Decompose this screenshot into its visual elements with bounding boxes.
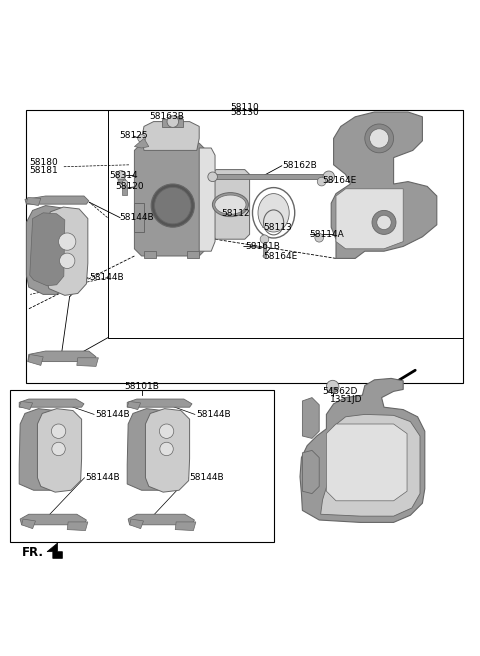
Polygon shape <box>77 358 98 367</box>
Text: 58144B: 58144B <box>95 410 130 419</box>
Polygon shape <box>145 409 190 492</box>
Polygon shape <box>300 379 425 522</box>
Text: 58144B: 58144B <box>196 410 230 419</box>
Polygon shape <box>28 354 43 365</box>
Circle shape <box>167 116 179 127</box>
Polygon shape <box>26 205 70 295</box>
Text: 58114A: 58114A <box>310 230 344 239</box>
Polygon shape <box>336 189 403 249</box>
Polygon shape <box>215 174 326 179</box>
Circle shape <box>317 177 326 186</box>
Circle shape <box>116 171 126 180</box>
Polygon shape <box>127 409 171 490</box>
Text: 58113: 58113 <box>263 222 292 232</box>
Polygon shape <box>28 351 96 361</box>
Polygon shape <box>46 207 88 295</box>
Circle shape <box>52 442 65 456</box>
Polygon shape <box>171 116 183 121</box>
Text: FR.: FR. <box>22 546 44 560</box>
Polygon shape <box>118 179 126 184</box>
Circle shape <box>365 124 394 153</box>
Circle shape <box>260 235 269 243</box>
Polygon shape <box>20 514 86 525</box>
Polygon shape <box>263 241 266 257</box>
Text: 58120: 58120 <box>115 182 144 191</box>
Polygon shape <box>211 170 250 239</box>
Circle shape <box>208 172 217 182</box>
Text: 58144B: 58144B <box>89 273 123 282</box>
Circle shape <box>323 171 335 182</box>
Ellipse shape <box>212 193 249 216</box>
Text: 58181: 58181 <box>29 166 58 175</box>
Text: 58164E: 58164E <box>263 253 297 262</box>
Polygon shape <box>130 519 144 529</box>
Text: 54562D: 54562D <box>323 387 358 396</box>
Polygon shape <box>321 415 420 516</box>
Text: 58101B: 58101B <box>124 382 159 391</box>
Circle shape <box>51 424 66 438</box>
Polygon shape <box>302 451 319 493</box>
Text: 58144B: 58144B <box>190 473 224 482</box>
Circle shape <box>372 211 396 234</box>
Polygon shape <box>330 388 338 392</box>
Text: 58314: 58314 <box>109 171 138 180</box>
Text: 58162B: 58162B <box>282 161 317 171</box>
Circle shape <box>122 180 128 186</box>
Ellipse shape <box>258 194 289 232</box>
Polygon shape <box>26 197 41 205</box>
Text: 58161B: 58161B <box>245 242 280 251</box>
Polygon shape <box>162 119 183 127</box>
Polygon shape <box>127 399 192 407</box>
Polygon shape <box>25 196 89 204</box>
Circle shape <box>60 253 75 268</box>
Text: 58164E: 58164E <box>323 176 357 184</box>
Polygon shape <box>47 543 62 558</box>
Circle shape <box>160 442 173 456</box>
Text: 58125: 58125 <box>119 131 148 140</box>
Circle shape <box>138 134 145 142</box>
Text: 58110: 58110 <box>230 103 259 112</box>
Polygon shape <box>331 112 437 258</box>
Polygon shape <box>199 148 215 251</box>
Circle shape <box>155 188 191 224</box>
Polygon shape <box>134 138 149 148</box>
Polygon shape <box>19 399 84 407</box>
Polygon shape <box>127 401 141 409</box>
Polygon shape <box>122 184 127 195</box>
Bar <box>10 390 274 542</box>
Polygon shape <box>134 203 144 232</box>
Text: 1351JD: 1351JD <box>330 394 363 403</box>
Polygon shape <box>187 251 199 258</box>
Circle shape <box>315 234 324 242</box>
Polygon shape <box>19 409 63 490</box>
Circle shape <box>59 233 76 250</box>
Polygon shape <box>37 409 82 492</box>
Text: 58144B: 58144B <box>119 213 154 222</box>
Polygon shape <box>22 519 36 529</box>
Bar <box>26 110 463 383</box>
Polygon shape <box>302 398 319 438</box>
Polygon shape <box>142 121 199 150</box>
Polygon shape <box>67 522 88 531</box>
Circle shape <box>377 215 391 230</box>
Circle shape <box>151 184 194 227</box>
Text: 58180: 58180 <box>29 158 58 167</box>
Bar <box>108 110 463 338</box>
Text: 58144B: 58144B <box>85 473 120 482</box>
Circle shape <box>326 380 339 393</box>
Circle shape <box>370 129 389 148</box>
Text: 58130: 58130 <box>230 108 259 117</box>
Polygon shape <box>19 401 33 409</box>
Polygon shape <box>30 213 65 286</box>
Text: 58163B: 58163B <box>150 112 184 121</box>
Polygon shape <box>128 514 194 525</box>
Text: 58112: 58112 <box>222 209 251 218</box>
Circle shape <box>159 424 174 438</box>
Polygon shape <box>175 522 196 531</box>
Polygon shape <box>144 251 156 258</box>
Polygon shape <box>134 143 206 256</box>
Polygon shape <box>326 424 407 501</box>
Ellipse shape <box>215 195 246 215</box>
